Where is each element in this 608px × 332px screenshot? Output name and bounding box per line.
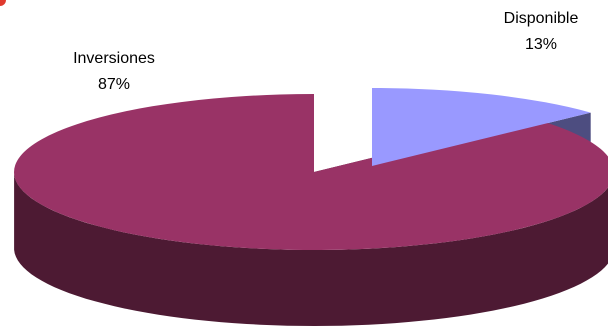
pie-slice-disponible bbox=[372, 88, 591, 166]
corner-mark bbox=[0, 0, 6, 6]
pie-slice-inversiones bbox=[14, 94, 608, 250]
pie-tops bbox=[14, 88, 608, 250]
pie-side-inversiones bbox=[14, 173, 608, 326]
label-disponible-percent: 13% bbox=[524, 36, 558, 53]
label-disponible-name: Disponible bbox=[503, 10, 579, 27]
label-inversiones-percent: 87% bbox=[97, 76, 131, 93]
label-inversiones-name: Inversiones bbox=[73, 50, 155, 67]
